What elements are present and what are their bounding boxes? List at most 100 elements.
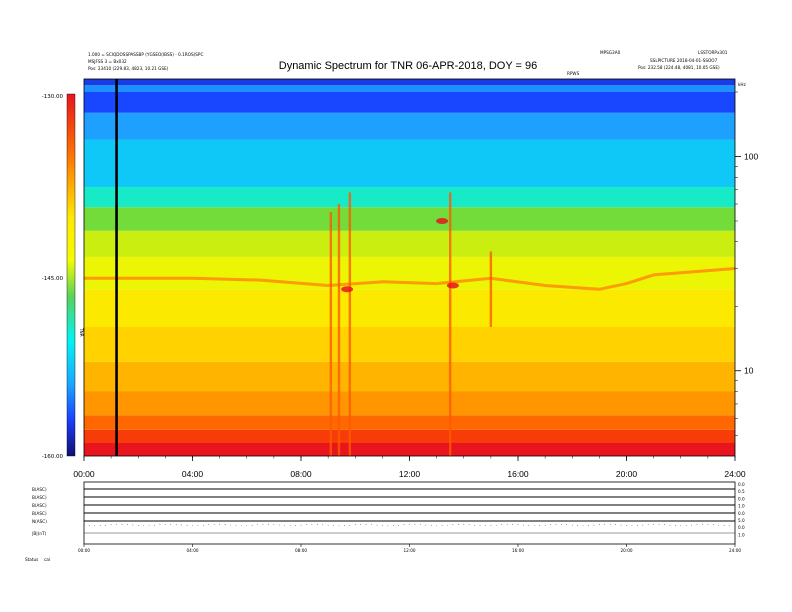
lower-trace-point bbox=[490, 525, 492, 526]
spectrum-band-5 bbox=[84, 327, 735, 362]
y-axis-right: 100 10 bbox=[735, 91, 758, 436]
lower-trace-point bbox=[165, 523, 166, 525]
lower-trace-point bbox=[604, 523, 606, 525]
lower-trace-point bbox=[468, 524, 470, 525]
lower-trace-point bbox=[664, 524, 665, 525]
lower-trace-point bbox=[533, 525, 535, 527]
burst-3 bbox=[448, 192, 452, 456]
lower-trace-point bbox=[637, 525, 638, 526]
header-left-line-3: Pos: 23410 (229.83, 4823, 10.21 GSE) bbox=[88, 66, 169, 71]
lower-trace-point bbox=[707, 523, 709, 525]
lower-trace-point bbox=[387, 525, 389, 527]
lower-right-value-2: 0.0 bbox=[738, 496, 745, 501]
lower-trace-point bbox=[729, 525, 730, 527]
lower-trace-point bbox=[403, 524, 405, 525]
lower-trace-point bbox=[674, 525, 676, 526]
lower-x-tick-label-0: 00:00 bbox=[78, 548, 90, 553]
header-left-line-2: MSJFSS 3 = Bx032 bbox=[88, 59, 127, 64]
lower-trace-point bbox=[365, 523, 367, 525]
lower-x-tick-label-5: 20:00 bbox=[620, 548, 632, 553]
lower-trace-point bbox=[409, 523, 410, 525]
footer-status: Status bbox=[25, 557, 38, 562]
lower-trace-point bbox=[143, 525, 145, 527]
lower-trace-point bbox=[669, 524, 671, 526]
header-right-line-2: LSSTORPx301 bbox=[698, 50, 728, 55]
lower-trace-point bbox=[506, 523, 508, 525]
lower-trace-point bbox=[523, 524, 524, 526]
lower-trace-point bbox=[642, 524, 644, 526]
lower-trace-point bbox=[382, 525, 383, 526]
lower-trace-point bbox=[544, 524, 546, 526]
x-tick-label-0: 00:00 bbox=[73, 469, 95, 479]
header-left-line-1: 1.000 = SCIQDOSSPASSBP (YGSEO(IBSS) - 0.… bbox=[88, 52, 203, 57]
burst-0 bbox=[329, 212, 333, 456]
header-mid-small: RPWS bbox=[567, 71, 580, 76]
spectrum-band-13 bbox=[84, 92, 735, 113]
lower-trace-point bbox=[116, 523, 117, 525]
lower-x-tick-label-4: 16:00 bbox=[512, 548, 524, 553]
lower-trace-point bbox=[289, 525, 291, 527]
x-tick-label-4: 16:00 bbox=[507, 469, 529, 479]
colorbar: -130.00 -145.00 -160.00 TNR bbox=[42, 93, 84, 460]
header-right: MPSG3A0 LSSTORPx301 SSLPICTURE 2018-04-0… bbox=[600, 50, 728, 70]
header-right-line-4: Pos: 232.58 (224.48, 4081, 10.05 GSE) bbox=[638, 65, 720, 70]
lower-trace-point bbox=[452, 524, 454, 525]
lower-row-label-1: B(ASC) bbox=[32, 495, 47, 500]
y-tick-label-1: 10 bbox=[744, 366, 754, 376]
spectrum-band-6 bbox=[84, 289, 735, 328]
x-tick-label-3: 12:00 bbox=[399, 469, 421, 479]
lower-trace-point bbox=[105, 524, 107, 526]
lower-trace-point bbox=[121, 523, 123, 525]
spectrum-band-1 bbox=[84, 429, 735, 443]
spectrum-band-9 bbox=[84, 207, 735, 231]
lower-trace-point bbox=[148, 525, 150, 527]
lower-trace-point bbox=[240, 525, 242, 527]
lower-right-value-1: 0.5 bbox=[738, 489, 745, 494]
lower-trace-point bbox=[609, 523, 611, 525]
x-axis: 00:00 04:00 08:00 12:00 16:00 20:00 24:00 bbox=[73, 456, 746, 479]
lower-panel: B(ASC) B(ASC) B(ASC) B(ASC) N(ASC) |B|(nT) 0.0… bbox=[32, 481, 745, 553]
lower-trace-point bbox=[571, 524, 573, 526]
lower-trace-point bbox=[691, 524, 692, 526]
lower-trace-point bbox=[718, 524, 720, 526]
lower-trace-point bbox=[246, 525, 248, 527]
spectrum-band-11 bbox=[84, 139, 735, 188]
lower-trace-point bbox=[295, 525, 296, 527]
lower-trace-point bbox=[268, 523, 269, 525]
lower-trace-point bbox=[376, 524, 378, 526]
lower-trace-point bbox=[566, 524, 568, 525]
lower-trace-point bbox=[181, 524, 182, 526]
lower-trace-point bbox=[430, 525, 432, 526]
lower-trace-point bbox=[626, 525, 627, 526]
lower-trace-point bbox=[203, 524, 204, 526]
y-tick-label-0: 100 bbox=[744, 151, 758, 161]
lower-trace-point bbox=[127, 524, 128, 525]
x-tick-label-6: 24:00 bbox=[724, 469, 746, 479]
lower-row-label-3: B(ASC) bbox=[32, 511, 47, 516]
lower-trace-point bbox=[219, 523, 220, 525]
lower-trace-point bbox=[186, 525, 188, 526]
lower-trace-point bbox=[344, 525, 345, 527]
hot-spot-0 bbox=[436, 217, 449, 224]
lower-trace-point bbox=[528, 525, 530, 526]
header-right-line-1: MPSG3A0 bbox=[600, 50, 621, 55]
lower-trace-point bbox=[495, 524, 497, 526]
lower-trace-point bbox=[132, 524, 134, 526]
burst-1 bbox=[337, 204, 341, 456]
lower-row-label-0: B(ASC) bbox=[32, 487, 47, 492]
lower-trace-point bbox=[159, 524, 161, 526]
lower-trace-point bbox=[501, 524, 503, 525]
lower-row-label-2: B(ASC) bbox=[32, 503, 47, 508]
spectrogram-panel bbox=[84, 79, 736, 456]
lower-trace-point bbox=[539, 525, 541, 526]
colorbar-gradient bbox=[66, 93, 76, 457]
lower-right-value-4: 0.0 bbox=[738, 511, 745, 516]
lower-right-value-5: 5.0 bbox=[738, 518, 745, 523]
lower-right-value-3: 1.0 bbox=[738, 504, 745, 509]
spectrum-band-8 bbox=[84, 230, 735, 257]
spectrum-band-3 bbox=[84, 391, 735, 416]
x-tick-label-2: 08:00 bbox=[290, 469, 312, 479]
lower-trace-point bbox=[110, 524, 112, 526]
lower-trace-point bbox=[517, 524, 519, 525]
